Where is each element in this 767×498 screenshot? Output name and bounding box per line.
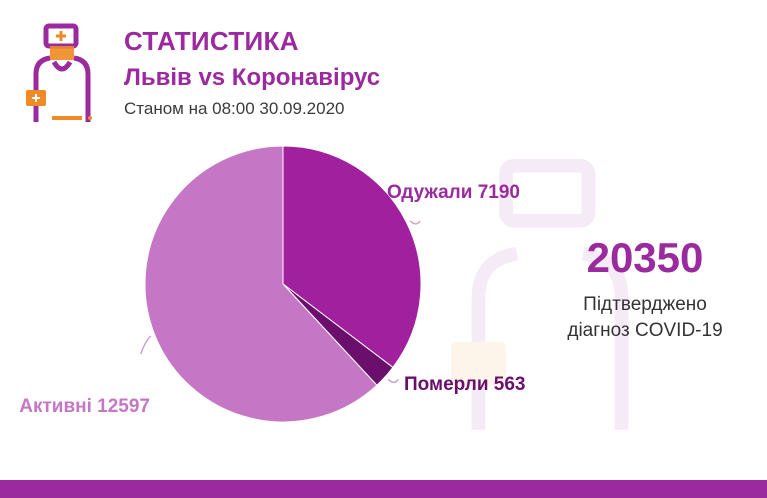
leader-line-0 <box>409 220 421 225</box>
slice-label-0: Одужали 7190 <box>387 182 520 203</box>
pie-slice-0 <box>282 145 422 369</box>
total-cases-label: Підтверджено діагноз COVID-19 <box>535 292 755 344</box>
total-label-line2: діагноз COVID-19 <box>567 320 723 341</box>
slice-label-1: Померли 563 <box>404 374 526 395</box>
leader-line-1 <box>387 378 399 384</box>
doctor-watermark-icon <box>451 158 629 430</box>
total-cases: 20350 <box>586 234 704 281</box>
doctor-logo-icon <box>26 23 92 122</box>
total-label-line1: Підтверджено <box>583 294 707 315</box>
page-subtitle: Львів vs Коронавірус <box>124 64 381 91</box>
slice-label-2: Активні 12597 <box>19 396 150 417</box>
pie-slice-2 <box>144 145 378 423</box>
footer-bar <box>0 480 767 498</box>
leader-line-2 <box>140 335 152 355</box>
report-date: Станом на 08:00 30.09.2020 <box>124 99 345 118</box>
page-title: СТАТИСТИКА <box>124 26 299 56</box>
